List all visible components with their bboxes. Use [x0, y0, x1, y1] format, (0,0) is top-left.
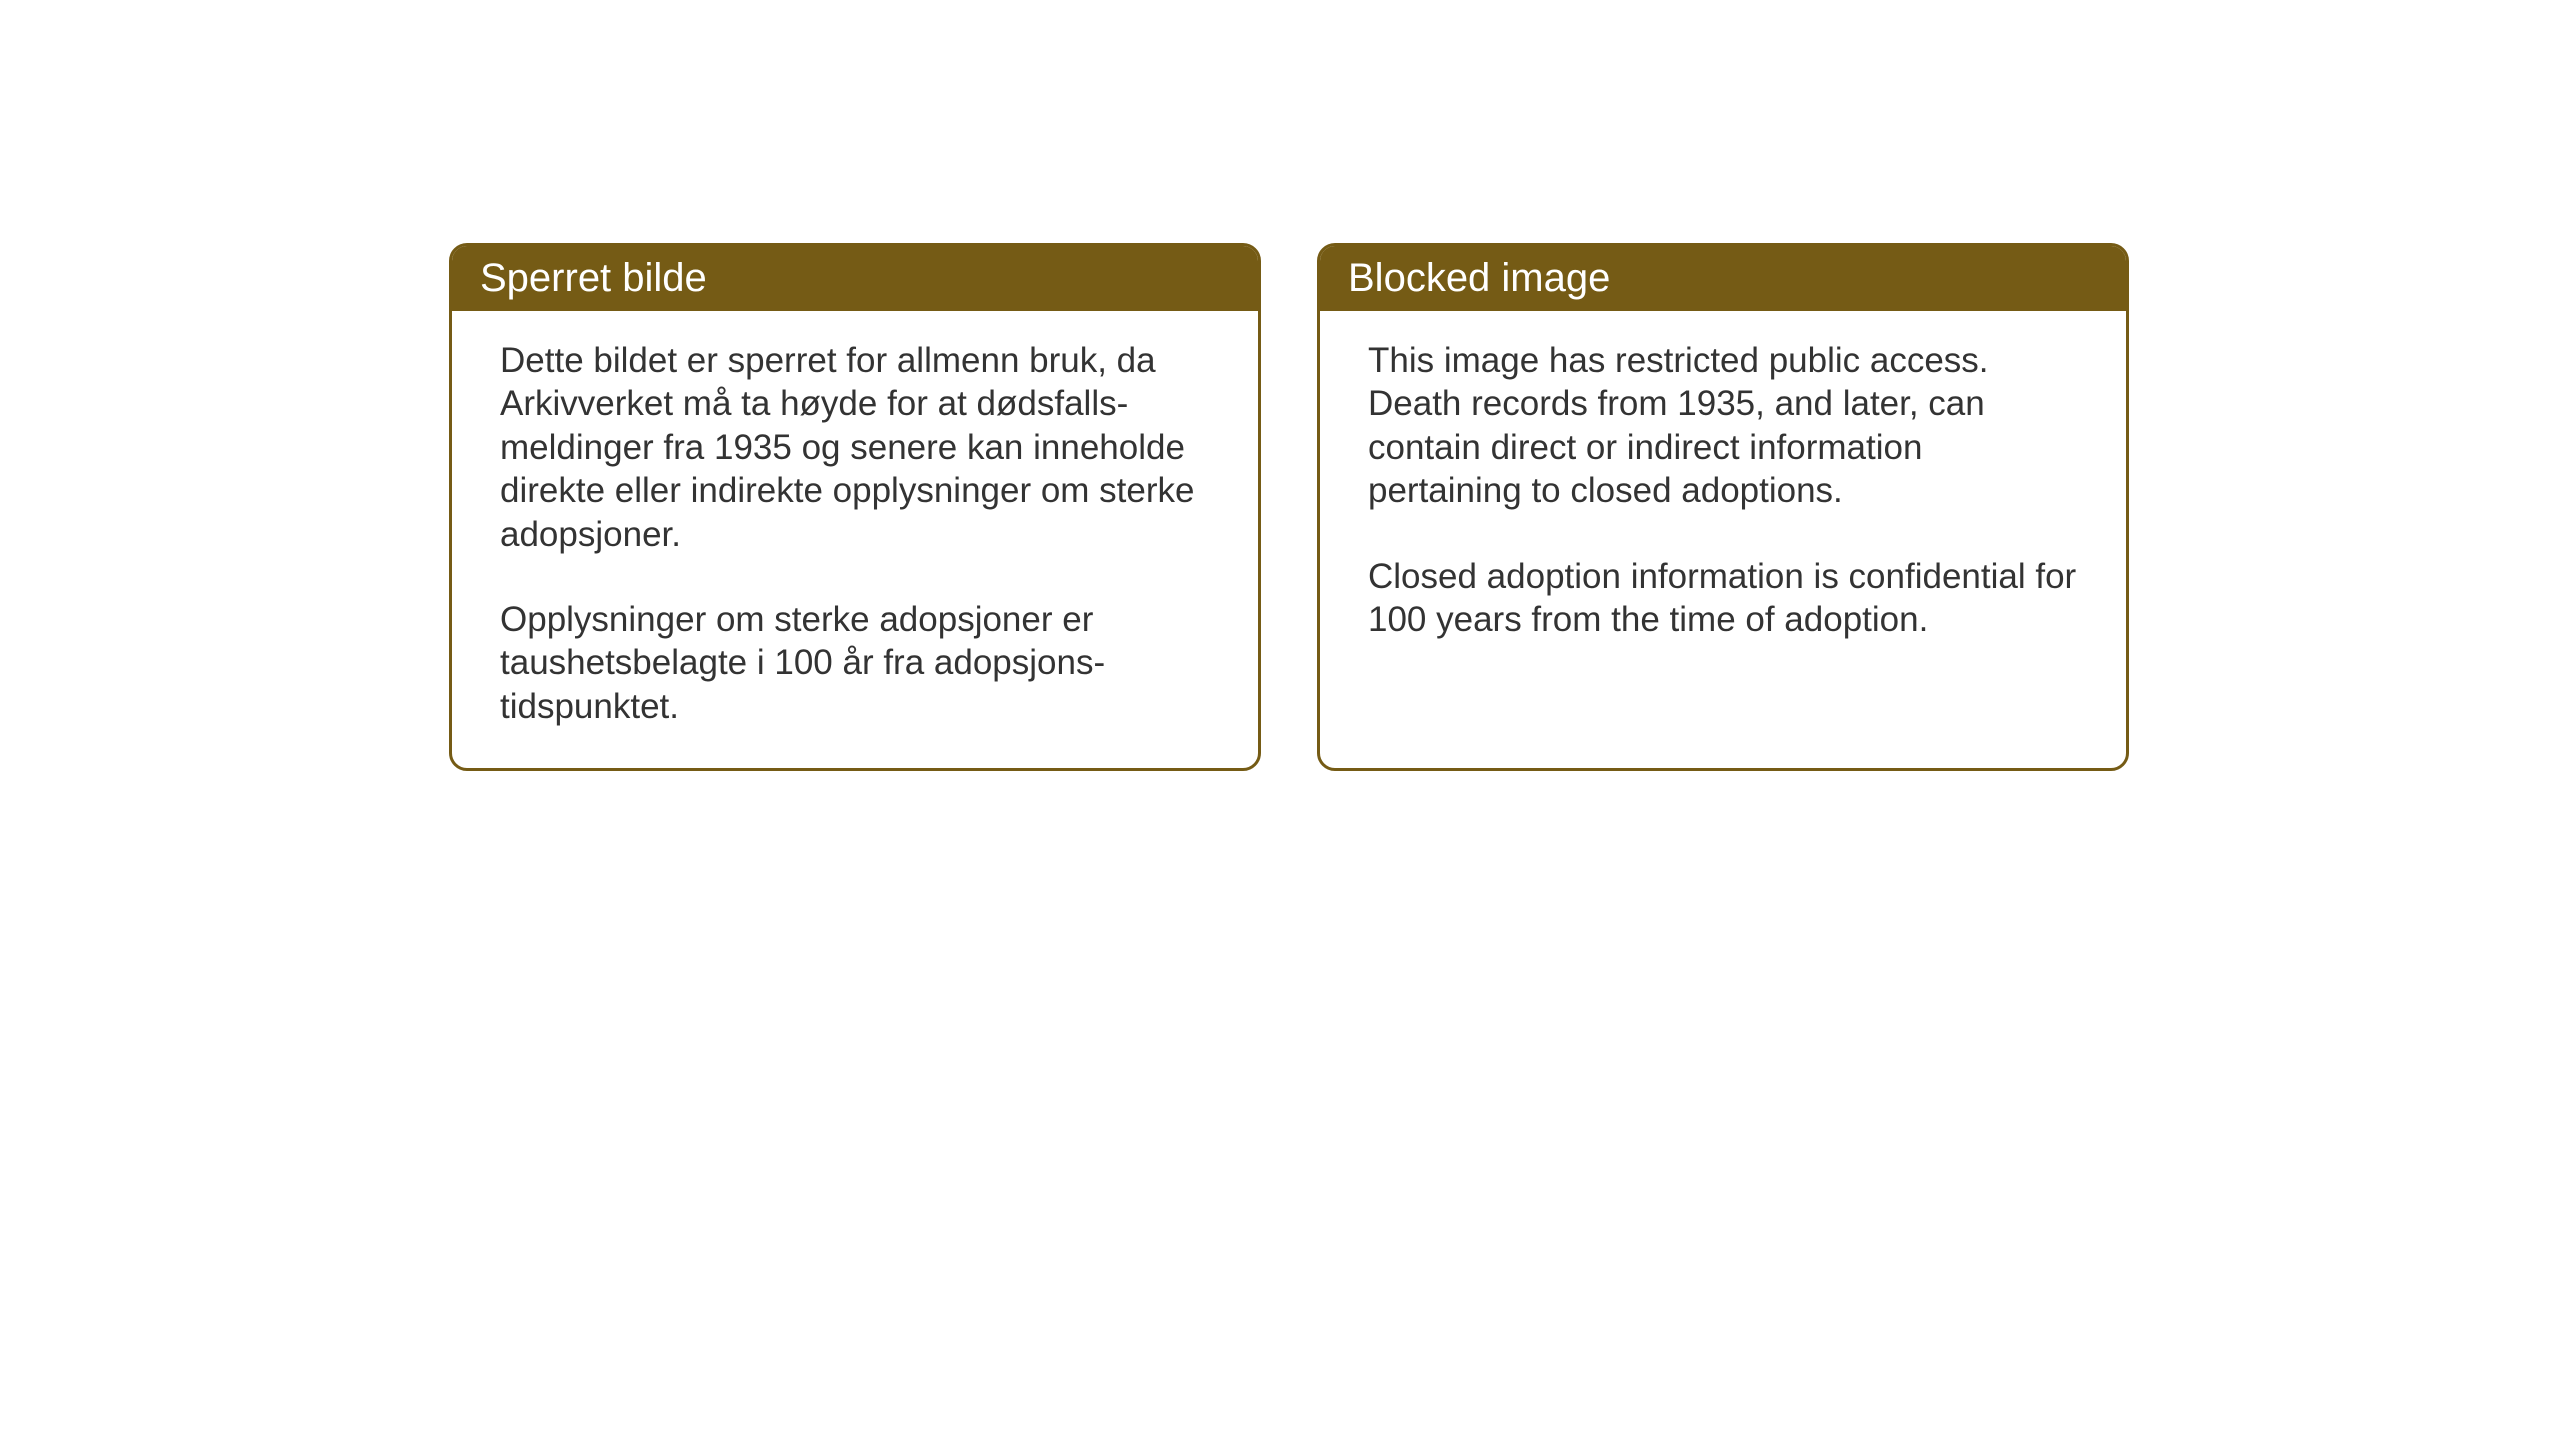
blocked-image-card-english: Blocked image This image has restricted … — [1317, 243, 2129, 771]
card-paragraph: Closed adoption information is confident… — [1368, 555, 2078, 642]
card-title: Sperret bilde — [480, 256, 707, 300]
card-title: Blocked image — [1348, 256, 1610, 300]
card-paragraph: Dette bildet er sperret for allmenn bruk… — [500, 339, 1210, 556]
card-header-english: Blocked image — [1320, 246, 2126, 311]
card-header-norwegian: Sperret bilde — [452, 246, 1258, 311]
cards-container: Sperret bilde Dette bildet er sperret fo… — [449, 243, 2129, 771]
card-paragraph: Opplysninger om sterke adopsjoner er tau… — [500, 598, 1210, 728]
card-body-norwegian: Dette bildet er sperret for allmenn bruk… — [452, 311, 1258, 768]
blocked-image-card-norwegian: Sperret bilde Dette bildet er sperret fo… — [449, 243, 1261, 771]
card-paragraph: This image has restricted public access.… — [1368, 339, 2078, 513]
card-body-english: This image has restricted public access.… — [1320, 311, 2126, 681]
